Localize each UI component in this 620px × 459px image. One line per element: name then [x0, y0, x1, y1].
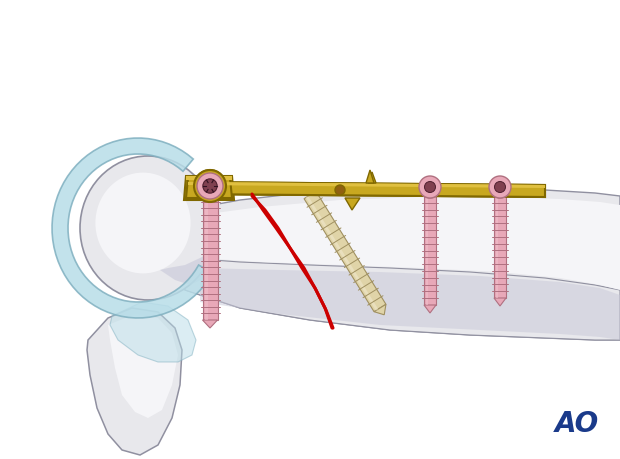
Circle shape: [490, 178, 510, 198]
Circle shape: [489, 176, 511, 198]
Polygon shape: [374, 304, 386, 315]
Circle shape: [203, 179, 217, 193]
Circle shape: [335, 185, 345, 195]
Polygon shape: [496, 196, 498, 298]
Polygon shape: [188, 182, 545, 197]
Polygon shape: [426, 196, 428, 305]
Circle shape: [203, 181, 217, 195]
Polygon shape: [185, 258, 620, 340]
Circle shape: [195, 170, 225, 200]
Polygon shape: [203, 320, 218, 328]
Polygon shape: [345, 198, 360, 210]
Circle shape: [419, 176, 441, 198]
Polygon shape: [184, 176, 234, 200]
Polygon shape: [424, 305, 436, 313]
Polygon shape: [424, 196, 436, 305]
Circle shape: [495, 181, 505, 192]
Polygon shape: [186, 178, 232, 198]
Circle shape: [425, 186, 435, 196]
Text: AO: AO: [555, 410, 600, 438]
Polygon shape: [205, 195, 208, 320]
Polygon shape: [170, 202, 220, 275]
Polygon shape: [185, 188, 620, 340]
Polygon shape: [494, 196, 506, 298]
Polygon shape: [108, 314, 178, 418]
Polygon shape: [87, 308, 182, 455]
Polygon shape: [200, 197, 620, 290]
Circle shape: [495, 183, 505, 193]
Polygon shape: [110, 302, 196, 362]
Ellipse shape: [80, 156, 216, 300]
Circle shape: [197, 173, 223, 199]
Polygon shape: [186, 176, 232, 180]
Ellipse shape: [95, 173, 190, 274]
Circle shape: [420, 178, 440, 198]
Circle shape: [425, 183, 435, 193]
Polygon shape: [304, 191, 386, 312]
Polygon shape: [203, 195, 218, 320]
Circle shape: [194, 170, 226, 202]
Circle shape: [198, 173, 222, 197]
Circle shape: [203, 179, 216, 191]
Polygon shape: [188, 182, 545, 197]
Polygon shape: [160, 250, 215, 285]
Polygon shape: [52, 138, 213, 318]
Polygon shape: [366, 170, 374, 183]
Polygon shape: [494, 298, 506, 306]
Polygon shape: [306, 196, 378, 311]
Polygon shape: [188, 182, 545, 188]
Circle shape: [425, 181, 435, 192]
Polygon shape: [200, 268, 620, 340]
Polygon shape: [188, 182, 545, 187]
Polygon shape: [368, 172, 376, 183]
Circle shape: [495, 187, 505, 197]
